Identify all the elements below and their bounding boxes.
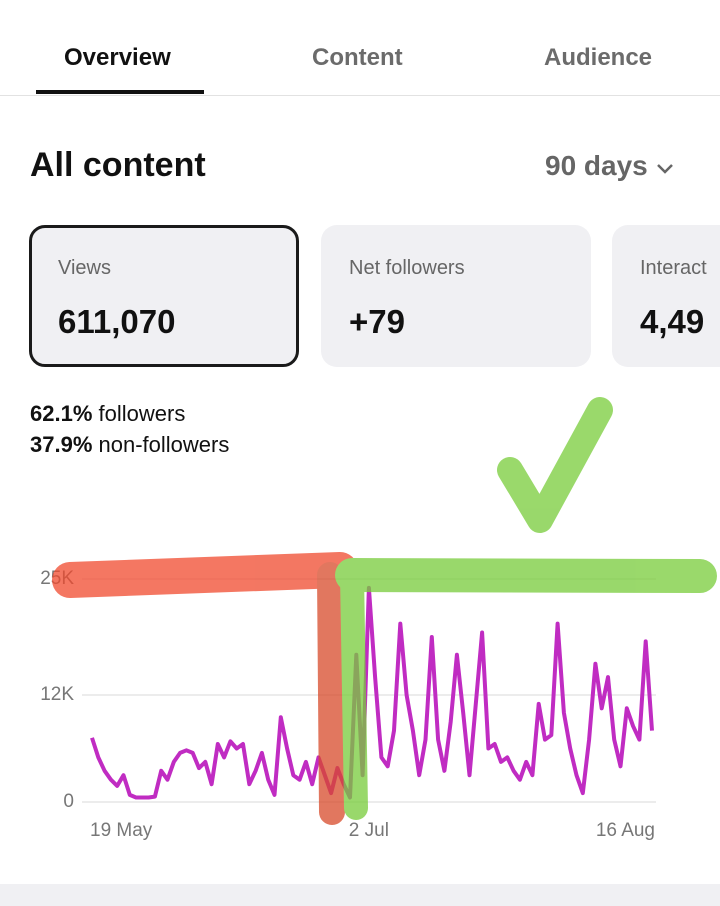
green-highlight [340, 563, 368, 820]
metric-card[interactable]: Views 611,070 [29, 225, 299, 367]
metric-value: 4,49 [640, 303, 705, 340]
percent: 37.9% [30, 432, 93, 457]
breakdown-label: non-followers [98, 432, 230, 457]
metric-card[interactable]: Net followers +79 [321, 225, 591, 367]
green-highlight [335, 558, 717, 593]
red-highlight [52, 552, 358, 598]
tab[interactable]: Audience [544, 44, 653, 71]
metric-card[interactable]: Interact 4,49 [612, 225, 720, 367]
red-highlight [317, 562, 345, 825]
breakdown-label: followers [98, 401, 186, 426]
range-select[interactable]: 90 days [545, 150, 674, 182]
percent: 62.1% [30, 401, 93, 426]
tab[interactable]: Content [312, 44, 403, 71]
metric-label: Views [58, 257, 111, 279]
breakdown-row: 37.9% non-followers [30, 429, 229, 460]
tab-indicator [36, 90, 204, 94]
x-tick-label: 19 May [90, 820, 153, 841]
line-series [90, 585, 654, 800]
metric-value: +79 [349, 303, 405, 340]
x-tick-label: 2 Jul [349, 820, 389, 841]
divider [0, 95, 720, 96]
breakdown: 62.1% followers 37.9% non-followers [30, 398, 229, 460]
section-title: All content [30, 146, 206, 184]
chevron [656, 164, 673, 174]
x-tick-label: 16 Aug [596, 820, 655, 841]
y-tick-label: 0 [63, 791, 74, 812]
range-label: 90 days [545, 150, 648, 181]
breakdown-row: 62.1% followers [30, 398, 229, 429]
metric-label: Interact [640, 257, 707, 279]
metric-value: 611,070 [58, 303, 176, 340]
highlight-annotations [52, 397, 717, 825]
tab[interactable]: Overview [64, 44, 171, 71]
checkmark [497, 397, 613, 533]
y-tick-label: 12K [40, 684, 74, 705]
metric-label: Net followers [349, 257, 465, 279]
footer-band [0, 884, 720, 906]
